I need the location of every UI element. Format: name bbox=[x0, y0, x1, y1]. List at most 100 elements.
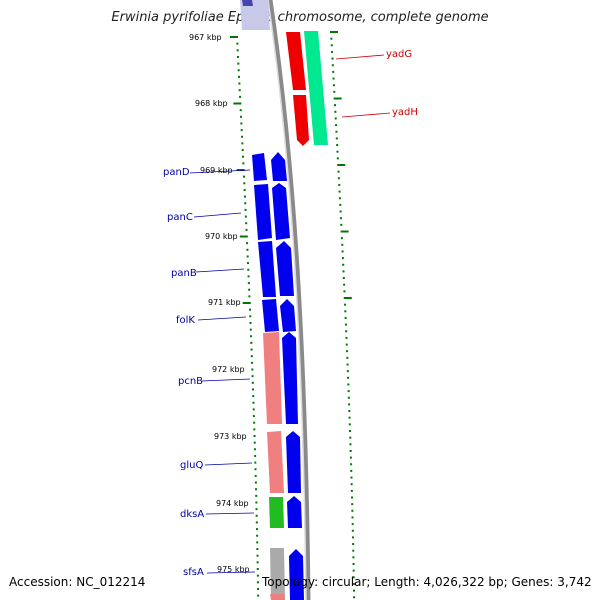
ruler-dot bbox=[346, 363, 349, 366]
ruler-dot bbox=[351, 536, 354, 539]
ruler-dot bbox=[248, 295, 251, 298]
ruler-dot bbox=[349, 430, 352, 432]
ruler-dot bbox=[351, 503, 354, 506]
ruler-dot bbox=[340, 223, 343, 226]
ruler-dot bbox=[255, 521, 258, 524]
ruler-dot bbox=[252, 415, 255, 418]
ruler-dot bbox=[244, 215, 247, 218]
feature-top-segment-dark bbox=[242, 0, 253, 6]
yadG-feature bbox=[286, 32, 306, 90]
ruler-major-tick bbox=[343, 297, 352, 299]
ruler-dot bbox=[247, 275, 250, 278]
ruler-dot bbox=[338, 190, 341, 193]
ruler-dot bbox=[348, 423, 351, 426]
ruler-dot bbox=[343, 283, 346, 286]
tick-972: 972 kbp bbox=[212, 365, 245, 374]
gene-label-pcnB[interactable]: pcnB bbox=[178, 376, 203, 387]
gene-label-sfsA[interactable]: sfsA bbox=[183, 567, 204, 578]
ruler-dot bbox=[343, 290, 346, 293]
ruler-dot bbox=[334, 110, 337, 113]
ruler-dot bbox=[251, 368, 254, 371]
ruler-dot bbox=[237, 55, 240, 58]
ruler-dot bbox=[251, 375, 254, 378]
gene-label-folK[interactable]: folK bbox=[176, 315, 195, 326]
ruler-dot bbox=[254, 481, 257, 484]
ruler-dot bbox=[256, 548, 259, 551]
pcnB-feature-inner bbox=[282, 332, 298, 424]
ruler-major-tick bbox=[330, 31, 338, 33]
ruler-dot bbox=[345, 336, 348, 339]
ruler-dot bbox=[250, 348, 253, 351]
ruler-dot bbox=[344, 303, 347, 306]
ruler-dot bbox=[341, 243, 344, 246]
scale-ruler-left bbox=[230, 36, 260, 597]
gene-label-yadH[interactable]: yadH bbox=[392, 107, 418, 118]
ruler-dot bbox=[348, 416, 351, 419]
ruler-dot bbox=[352, 576, 355, 579]
tick-973: 973 kbp bbox=[214, 432, 247, 441]
ruler-dot bbox=[351, 529, 354, 532]
gene-label-yadG[interactable]: yadG bbox=[386, 49, 412, 60]
ruler-dot bbox=[348, 403, 351, 406]
ruler-dot bbox=[334, 117, 337, 120]
ruler-dot bbox=[249, 315, 252, 318]
ruler-dot bbox=[345, 330, 348, 333]
ruler-dot bbox=[341, 257, 344, 260]
accession-text: Accession: NC_012214 bbox=[9, 575, 146, 589]
ruler-dot bbox=[256, 541, 259, 544]
ruler-dot bbox=[337, 170, 340, 173]
ruler-major-tick bbox=[337, 164, 346, 166]
ruler-dot bbox=[335, 130, 338, 133]
ruler-dot bbox=[351, 523, 354, 526]
sfsA-feature-outer bbox=[270, 548, 285, 600]
ruler-dot bbox=[348, 410, 351, 413]
ruler-dot bbox=[253, 421, 256, 424]
ruler-dot bbox=[331, 50, 334, 53]
ruler-dot bbox=[241, 142, 244, 145]
ruler-dot bbox=[346, 356, 349, 359]
ruler-dot bbox=[243, 182, 246, 185]
ruler-dot bbox=[331, 57, 334, 60]
ruler-dot bbox=[255, 514, 258, 517]
ruler-major-tick bbox=[233, 102, 242, 105]
tick-970: 970 kbp bbox=[205, 232, 238, 241]
gene-label-panC[interactable]: panC bbox=[167, 212, 193, 223]
ruler-dot bbox=[350, 489, 353, 492]
ruler-dot bbox=[239, 109, 242, 112]
ruler-dot bbox=[337, 177, 340, 180]
panB-feature-outer bbox=[258, 241, 276, 297]
feature-top-segment bbox=[240, 0, 270, 30]
ruler-dot bbox=[347, 396, 350, 399]
ruler-dot bbox=[335, 137, 338, 140]
ruler-dot bbox=[344, 323, 347, 326]
ruler-dot bbox=[334, 104, 337, 107]
ruler-dot bbox=[330, 37, 333, 40]
ruler-dot bbox=[253, 435, 256, 437]
sfsA-feature-inner bbox=[289, 549, 304, 600]
ruler-dot bbox=[347, 376, 350, 379]
ruler-dot bbox=[247, 282, 250, 285]
ruler-dot bbox=[352, 556, 355, 559]
tick-975: 975 kbp bbox=[217, 565, 250, 574]
panC-feature-outer bbox=[254, 184, 272, 240]
gene-label-gluQ[interactable]: gluQ bbox=[180, 460, 203, 471]
gene-label-panB[interactable]: panB bbox=[171, 268, 197, 279]
ruler-dot bbox=[339, 210, 342, 213]
tick-967: 967 kbp bbox=[189, 33, 222, 42]
ruler-dot bbox=[257, 594, 260, 597]
backbone-arc-highlight bbox=[267, 0, 307, 600]
yadH-feature bbox=[293, 95, 309, 146]
gluQ-feature-outer bbox=[267, 431, 284, 493]
ruler-dot bbox=[250, 335, 253, 338]
ruler-dot bbox=[338, 197, 341, 200]
ruler-dot bbox=[238, 82, 241, 85]
ruler-dot bbox=[242, 162, 245, 165]
ruler-dot bbox=[336, 144, 339, 147]
gene-label-panD[interactable]: panD bbox=[163, 167, 190, 178]
panC-feature-inner bbox=[272, 183, 290, 240]
ruler-dot bbox=[333, 90, 336, 93]
ruler-dot bbox=[242, 175, 245, 178]
ruler-dot bbox=[350, 463, 353, 466]
gene-label-dksA[interactable]: dksA bbox=[180, 509, 204, 520]
ruler-dot bbox=[350, 469, 353, 472]
